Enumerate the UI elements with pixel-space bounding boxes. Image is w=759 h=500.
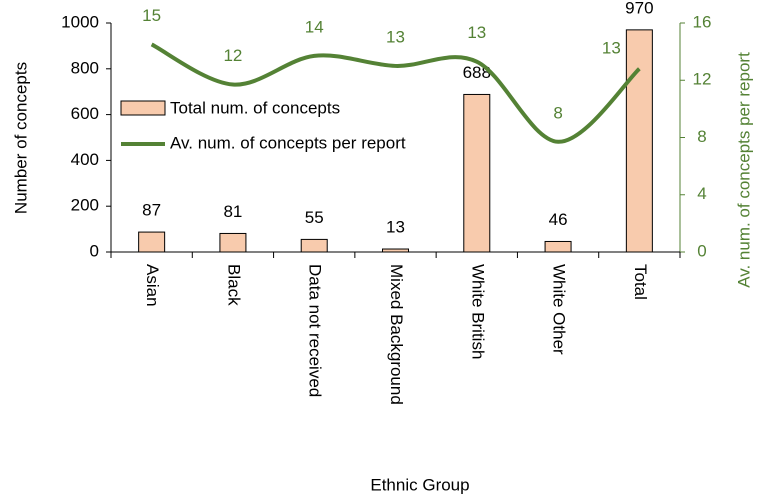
line-label: 13	[602, 38, 621, 57]
y2-tick-label: 16	[693, 12, 712, 31]
x-axis-title: Ethnic Group	[370, 475, 469, 494]
bar-label: 688	[463, 63, 491, 82]
bar	[625, 29, 653, 253]
bar-label: 970	[625, 0, 653, 17]
y2-tick-label: 4	[697, 184, 706, 203]
y-tick-label: 800	[71, 58, 99, 77]
line-label: 13	[467, 23, 486, 42]
x-tick-label: Black	[224, 264, 243, 306]
x-tick-label: Mixed Background	[387, 264, 406, 405]
legend-label: Av. num. of concepts per report	[170, 133, 406, 152]
x-tick-label: Data not received	[306, 264, 325, 397]
y-tick-label: 0	[90, 241, 99, 260]
y2-tick-label: 8	[697, 127, 706, 146]
y-tick-label: 1000	[61, 12, 99, 31]
legend-label: Total num. of concepts	[170, 98, 340, 117]
bar-label: 13	[386, 218, 405, 237]
y2-tick-label: 0	[697, 241, 706, 260]
line-label: 13	[386, 27, 405, 46]
legend-swatch	[120, 100, 166, 116]
line	[150, 42, 641, 144]
bar	[219, 232, 247, 253]
bar-label: 55	[305, 208, 324, 227]
bar	[138, 231, 166, 253]
bar	[300, 238, 328, 253]
x-tick-label: Asian	[143, 264, 162, 307]
line-label: 8	[553, 103, 562, 122]
y-axis-title: Number of concepts	[11, 62, 30, 214]
y2-axis-title: Av. num. of concepts per report	[734, 52, 753, 288]
bar-label: 87	[142, 201, 161, 220]
line-label: 15	[142, 6, 161, 25]
bar-label: 81	[223, 202, 242, 221]
y-tick-label: 200	[71, 196, 99, 215]
y-tick-label: 400	[71, 150, 99, 169]
y2-tick-label: 12	[693, 70, 712, 89]
x-tick-label: White British	[468, 264, 487, 359]
bar	[463, 93, 491, 253]
bar	[544, 240, 572, 253]
line-label: 12	[223, 46, 242, 65]
bar-label: 46	[549, 210, 568, 229]
x-tick-label: Total	[631, 264, 650, 300]
x-tick-label: White Other	[550, 264, 569, 355]
y-tick-label: 600	[71, 104, 99, 123]
line-label: 14	[305, 17, 324, 36]
bar	[382, 248, 409, 253]
